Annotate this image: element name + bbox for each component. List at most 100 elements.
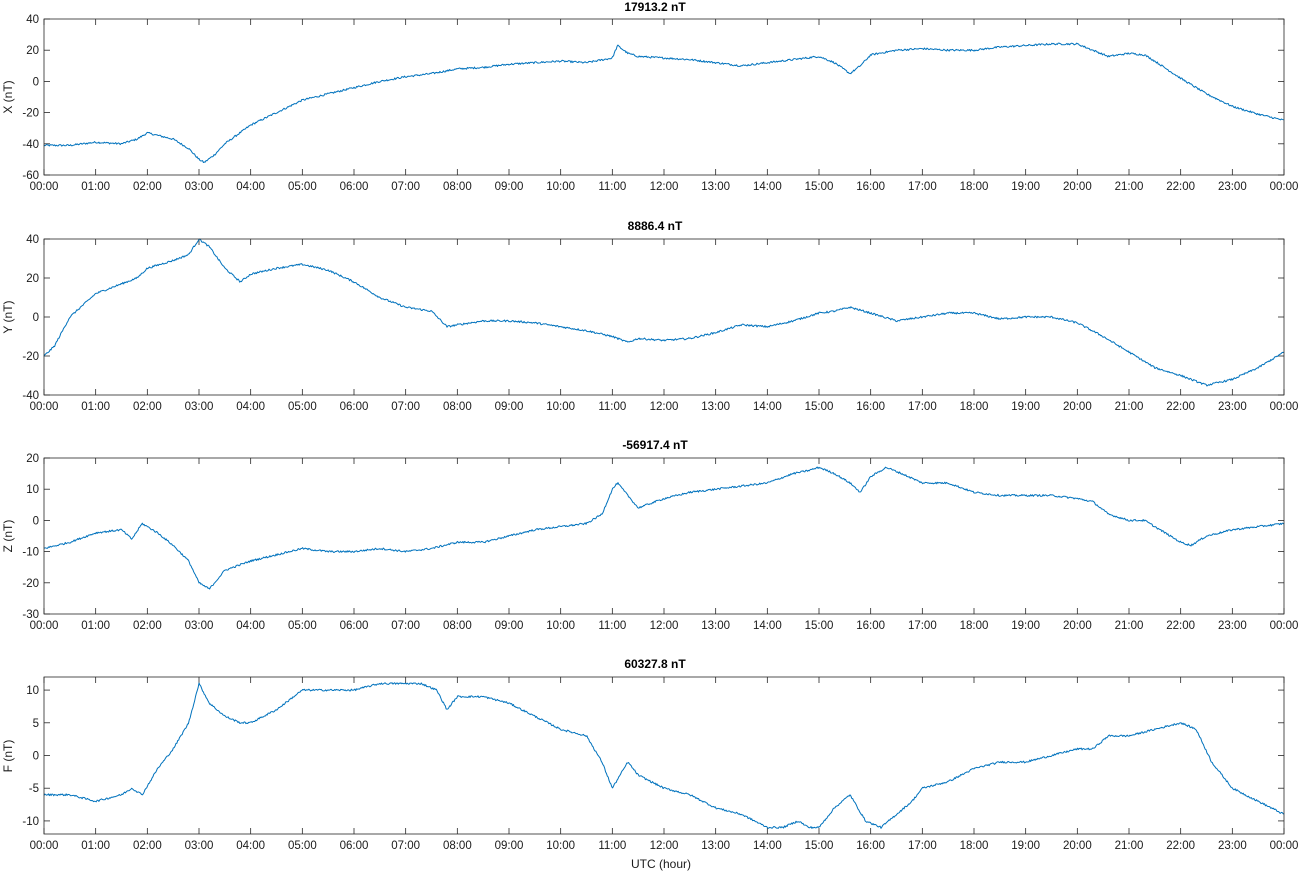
x-tick-label: 17:00 <box>908 840 937 852</box>
x-tick-label: 22:00 <box>1166 181 1195 193</box>
x-tick-label: 18:00 <box>960 620 989 632</box>
x-tick-label: 22:00 <box>1166 840 1195 852</box>
x-tick-label: 00:00 <box>1270 181 1299 193</box>
x-tick-label: 09:00 <box>495 620 524 632</box>
x-tick-label: 02:00 <box>133 181 162 193</box>
x-tick-label: 15:00 <box>805 181 834 193</box>
panel-title-z: -56917.4 nT <box>622 438 688 452</box>
x-tick-label: 17:00 <box>908 401 937 413</box>
y-tick-label: 20 <box>26 453 39 465</box>
y-tick-label: 0 <box>33 76 39 88</box>
tick-group-f: 00:00 01:00 02:00 03:00 04:00 05:00 06:00 07:00… <box>22 677 1298 852</box>
x-tick-label: 03:00 <box>185 620 214 632</box>
x-tick-label: 04:00 <box>236 401 265 413</box>
tick-group-y: 00:00 01:00 02:00 03:00 04:00 05:00 06:00 07:00… <box>22 234 1298 413</box>
x-tick-label: 10:00 <box>546 840 575 852</box>
x-tick-label: 23:00 <box>1218 840 1247 852</box>
axes-frame-z <box>43 457 1285 615</box>
x-tick-label: 08:00 <box>443 620 472 632</box>
x-tick-label: 06:00 <box>340 181 369 193</box>
x-tick-label: 04:00 <box>236 840 265 852</box>
x-tick-label: 21:00 <box>1115 401 1144 413</box>
series-line-x <box>43 42 1285 164</box>
x-tick-label: 00:00 <box>1270 620 1299 632</box>
x-tick-label: 03:00 <box>185 401 214 413</box>
x-tick-label: 19:00 <box>1011 620 1040 632</box>
x-tick-label: 10:00 <box>546 620 575 632</box>
y-tick-label: -20 <box>22 351 39 363</box>
series-line-f <box>43 682 1285 829</box>
x-tick-label: 07:00 <box>391 620 420 632</box>
panel-f: 60327.8 nT F (nT) 00:00 01:00 02:00 03:00 04… <box>1 657 1298 852</box>
y-tick-label: 0 <box>33 515 39 527</box>
x-tick-label: 03:00 <box>185 840 214 852</box>
x-tick-label: 08:00 <box>443 401 472 413</box>
x-tick-label: 18:00 <box>960 181 989 193</box>
axes-frame-y <box>43 238 1285 396</box>
x-tick-label: 07:00 <box>391 181 420 193</box>
x-tick-label: 23:00 <box>1218 401 1247 413</box>
x-tick-label: 16:00 <box>856 620 885 632</box>
x-tick-label: 16:00 <box>856 181 885 193</box>
y-tick-label: 20 <box>26 45 39 57</box>
x-tick-label: 13:00 <box>701 181 730 193</box>
y-axis-label-y: Y (nT) <box>1 300 15 333</box>
y-tick-label: 0 <box>33 312 39 324</box>
axes-frame-x <box>43 18 1285 176</box>
y-tick-label: 0 <box>33 751 39 763</box>
x-tick-label: 06:00 <box>340 840 369 852</box>
y-tick-label: -5 <box>29 783 39 795</box>
y-tick-label: 10 <box>26 685 39 697</box>
x-tick-label: 11:00 <box>598 840 626 852</box>
x-tick-label: 13:00 <box>701 401 730 413</box>
series-line-y <box>43 238 1285 387</box>
x-tick-label: 04:00 <box>236 620 265 632</box>
x-tick-label: 01:00 <box>81 620 110 632</box>
y-tick-label: 20 <box>26 273 39 285</box>
axes-frame-f <box>43 676 1285 835</box>
x-tick-label: 14:00 <box>753 840 782 852</box>
x-tick-label: 01:00 <box>81 840 110 852</box>
x-tick-label: 13:00 <box>701 840 730 852</box>
x-tick-label: 16:00 <box>856 401 885 413</box>
y-axis-label-z: Z (nT) <box>1 520 15 553</box>
x-tick-label: 02:00 <box>133 840 162 852</box>
x-tick-label: 00:00 <box>30 401 59 413</box>
x-tick-label: 20:00 <box>1063 181 1092 193</box>
x-tick-label: 05:00 <box>288 620 317 632</box>
x-tick-label: 13:00 <box>701 620 730 632</box>
x-tick-label: 09:00 <box>495 401 524 413</box>
x-tick-label: 15:00 <box>805 620 834 632</box>
y-tick-label: -60 <box>22 170 39 182</box>
y-tick-label: 5 <box>33 718 39 730</box>
x-tick-label: 12:00 <box>650 401 679 413</box>
x-tick-label: 05:00 <box>288 840 317 852</box>
series-line-z <box>43 466 1285 590</box>
x-tick-label: 09:00 <box>495 840 524 852</box>
x-tick-label: 19:00 <box>1011 401 1040 413</box>
x-tick-label: 12:00 <box>650 181 679 193</box>
x-tick-label: 08:00 <box>443 181 472 193</box>
panel-title-x: 17913.2 nT <box>624 0 686 14</box>
x-tick-label: 00:00 <box>1270 840 1299 852</box>
x-tick-label: 10:00 <box>546 181 575 193</box>
x-tick-label: 02:00 <box>133 401 162 413</box>
x-tick-label: 21:00 <box>1115 840 1144 852</box>
x-tick-label: 06:00 <box>340 620 369 632</box>
x-tick-label: 09:00 <box>495 181 524 193</box>
y-tick-label: 40 <box>26 14 39 26</box>
x-tick-label: 19:00 <box>1011 840 1040 852</box>
x-tick-label: 03:00 <box>185 181 214 193</box>
panel-z: -56917.4 nT Z (nT) 00:00 01:00 02:00 03:00 0… <box>1 438 1298 632</box>
x-tick-label: 07:00 <box>391 840 420 852</box>
x-tick-label: 20:00 <box>1063 840 1092 852</box>
x-tick-label: 11:00 <box>598 620 626 632</box>
y-tick-label: -10 <box>22 547 39 559</box>
x-tick-label: 07:00 <box>391 401 420 413</box>
panel-x: 17913.2 nT X (nT) 00:00 01:00 02:00 03:00 04… <box>1 0 1298 193</box>
x-tick-label: 14:00 <box>753 620 782 632</box>
x-tick-label: 00:00 <box>30 181 59 193</box>
x-tick-label: 16:00 <box>856 840 885 852</box>
x-tick-label: 06:00 <box>340 401 369 413</box>
x-tick-label: 11:00 <box>598 181 626 193</box>
